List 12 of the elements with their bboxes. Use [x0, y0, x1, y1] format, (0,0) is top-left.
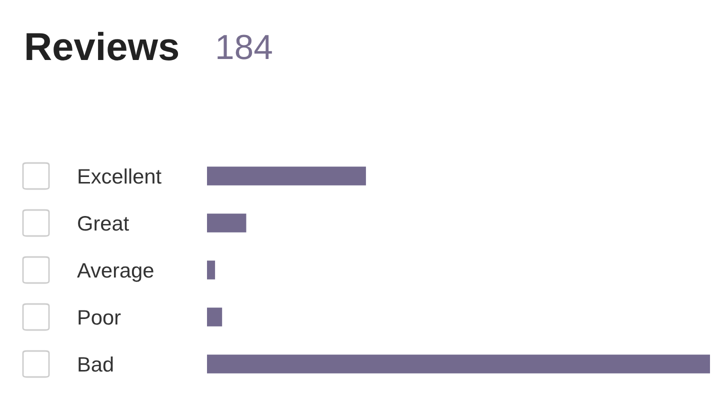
bar [207, 166, 366, 186]
y-tick-label: Excellent [78, 168, 162, 184]
chart-subtitle: 184 [218, 34, 272, 60]
bar [207, 260, 216, 280]
y-tick-label: Bad [78, 356, 113, 372]
bar [207, 354, 710, 374]
bar [207, 214, 246, 232]
bar [207, 308, 222, 326]
chart-title: Reviews [26, 32, 178, 60]
y-tick-label: Average [77, 263, 154, 282]
y-tick-label: Great [78, 216, 129, 231]
y-tick-label: Poor [78, 310, 121, 325]
